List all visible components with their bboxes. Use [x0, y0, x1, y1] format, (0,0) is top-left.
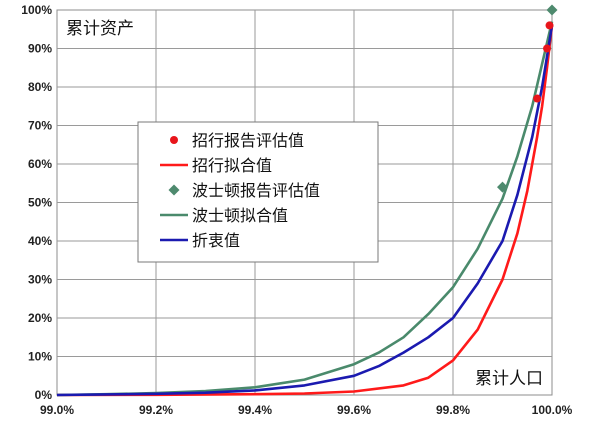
legend-label: 波士顿拟合值 — [192, 206, 288, 225]
legend-box — [137, 121, 379, 263]
y-tick-label: 80% — [28, 80, 52, 94]
y-tick-label: 60% — [28, 157, 52, 171]
y-tick-label: 90% — [28, 42, 52, 56]
x-tick-label: 100.0% — [532, 403, 573, 417]
y-tick-label: 0% — [35, 388, 53, 402]
data-point-marker — [497, 181, 508, 193]
y-tick-label: 40% — [28, 234, 52, 248]
legend-marker-swatch — [170, 136, 178, 144]
y-tick-label: 10% — [28, 350, 52, 364]
x-tick-label: 99.0% — [40, 403, 74, 417]
legend-label: 招行拟合值 — [192, 156, 272, 175]
legend-label: 波士顿报告评估值 — [192, 181, 320, 200]
y-tick-label: 50% — [28, 196, 52, 210]
data-point-marker — [533, 94, 542, 103]
data-point-marker — [543, 44, 552, 53]
series-layer — [56, 4, 558, 397]
legend-label: 招行报告评估值 — [192, 131, 304, 150]
series-line — [56, 25, 554, 397]
y-tick-label: 70% — [28, 119, 52, 133]
data-point-marker — [546, 4, 558, 16]
y-tick-label: 20% — [28, 311, 52, 325]
x-tick-label: 99.4% — [238, 403, 272, 417]
ticks-layer: 0% 10% 20% 30% 40% 50% 60% 70% 80% 90% 100% 99.0% 99… — [21, 3, 572, 417]
y-tick-label: 100% — [21, 3, 52, 17]
y-tick-label: 30% — [28, 273, 52, 287]
x-tick-label: 99.8% — [436, 403, 470, 417]
x-tick-label: 99.6% — [337, 403, 371, 417]
y-axis-title: 累计资产 — [66, 19, 134, 39]
legend-label: 折衷值 — [192, 231, 240, 250]
x-axis-title: 累计人口 — [475, 369, 543, 389]
x-tick-label: 99.2% — [139, 403, 173, 417]
series-line — [56, 25, 554, 397]
legend-marker-swatch — [168, 184, 180, 196]
data-point-marker — [545, 21, 554, 30]
